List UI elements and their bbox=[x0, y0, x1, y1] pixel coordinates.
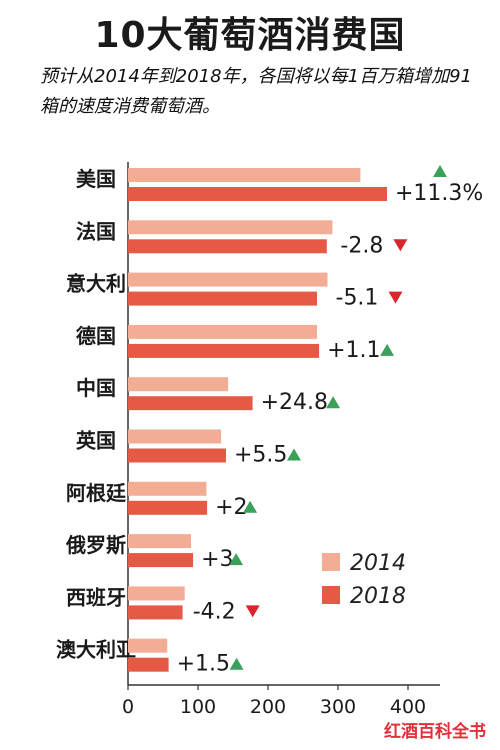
category-label-3: 德国 bbox=[76, 324, 116, 348]
watermark: 红酒百科全书 bbox=[384, 722, 486, 742]
change-marker-8 bbox=[245, 605, 260, 618]
change-marker-5 bbox=[287, 448, 301, 461]
change-label-0: +11.3% bbox=[395, 181, 483, 206]
change-marker-0 bbox=[433, 165, 447, 177]
bar-2018-2 bbox=[128, 291, 317, 306]
bar-2014-8 bbox=[128, 586, 185, 601]
change-label-9: +1.5 bbox=[177, 652, 230, 677]
x-tick-label-3: 300 bbox=[320, 696, 356, 718]
category-label-1: 法国 bbox=[76, 219, 116, 243]
category-label-0: 美国 bbox=[76, 167, 116, 191]
chart-subtitle: 预计从2014年到2018年，各国将以每1百万箱增加91箱的速度消费葡萄酒。 bbox=[40, 66, 472, 117]
category-label-7: 俄罗斯 bbox=[65, 533, 126, 557]
change-label-6: +2 bbox=[215, 495, 247, 520]
bar-2014-9 bbox=[128, 638, 168, 653]
chart-title: 10大葡萄酒消费国 bbox=[94, 15, 406, 56]
change-label-4: +24.8 bbox=[261, 390, 328, 415]
bar-2018-5 bbox=[128, 448, 226, 463]
bar-2014-7 bbox=[128, 534, 191, 549]
bar-2018-6 bbox=[128, 500, 208, 515]
change-label-8: -4.2 bbox=[193, 599, 236, 624]
change-label-1: -2.8 bbox=[340, 233, 383, 258]
bar-2014-1 bbox=[128, 220, 333, 235]
bar-2018-4 bbox=[128, 396, 253, 411]
bar-2014-0 bbox=[128, 168, 361, 182]
legend-label-2018: 2018 bbox=[350, 584, 406, 609]
x-tick-label-1: 100 bbox=[180, 696, 216, 718]
change-label-5: +5.5 bbox=[234, 443, 287, 468]
change-marker-3 bbox=[380, 343, 395, 356]
bar-2018-7 bbox=[128, 553, 194, 568]
bar-2018-9 bbox=[128, 657, 169, 672]
bar-2018-0 bbox=[128, 187, 387, 201]
bar-2018-1 bbox=[128, 239, 327, 254]
change-marker-9 bbox=[229, 657, 244, 670]
category-label-4: 中国 bbox=[76, 376, 116, 400]
legend-swatch-2014 bbox=[322, 553, 340, 571]
x-tick-label-0: 0 bbox=[122, 696, 134, 718]
category-label-8: 西班牙 bbox=[66, 585, 126, 609]
change-label-2: -5.1 bbox=[336, 286, 379, 311]
change-marker-2 bbox=[388, 291, 403, 304]
change-marker-1 bbox=[393, 239, 408, 252]
change-label-3: +1.1 bbox=[327, 338, 380, 363]
category-label-2: 意大利 bbox=[66, 272, 126, 296]
change-marker-6 bbox=[243, 500, 258, 513]
bar-2014-2 bbox=[128, 272, 328, 287]
legend-swatch-2018 bbox=[322, 586, 340, 604]
x-tick-label-4: 400 bbox=[390, 696, 426, 718]
change-marker-7 bbox=[229, 553, 244, 566]
bar-2014-5 bbox=[128, 429, 222, 444]
category-label-6: 阿根廷 bbox=[66, 481, 127, 505]
change-label-7: +3 bbox=[201, 547, 233, 572]
bar-2014-4 bbox=[128, 377, 229, 392]
category-label-5: 英国 bbox=[76, 429, 116, 453]
bar-2018-8 bbox=[128, 605, 183, 620]
x-tick-label-2: 200 bbox=[250, 696, 286, 718]
bar-2018-3 bbox=[128, 343, 320, 358]
bar-2014-3 bbox=[128, 324, 317, 339]
bar-2014-6 bbox=[128, 481, 207, 496]
legend-label-2014: 2014 bbox=[350, 551, 406, 576]
change-marker-4 bbox=[326, 396, 341, 409]
category-label-9: 澳大利亚 bbox=[56, 638, 136, 662]
